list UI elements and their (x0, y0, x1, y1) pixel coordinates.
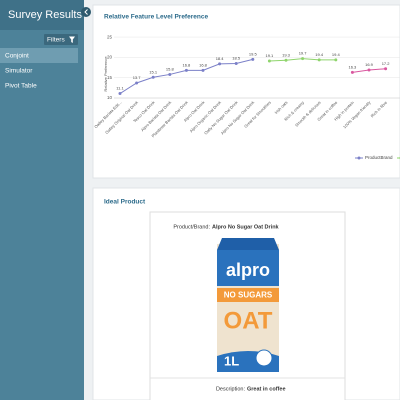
menu-active (0, 48, 78, 63)
data-point (334, 58, 338, 62)
filter-icon (69, 36, 75, 43)
chart-panel (92, 4, 400, 179)
legend-label: ProductBrand (365, 155, 393, 160)
data-label: 17.2 (382, 61, 391, 66)
carton-top (217, 238, 279, 250)
y-axis-label: Relative Preference (103, 56, 108, 92)
legend-dot (357, 156, 361, 160)
y-tick-label: 10 (107, 95, 113, 100)
description-label: Description: (216, 386, 246, 392)
package-banner: NO SUGARS (224, 291, 273, 300)
data-point (284, 58, 288, 62)
data-point (367, 68, 371, 72)
data-label: 19.4 (315, 52, 324, 57)
collapse-button[interactable] (81, 7, 91, 17)
brand-value: Alpro No Sugar Oat Drink (212, 224, 280, 230)
product-image (217, 238, 279, 372)
data-point (267, 59, 271, 63)
carton-blue (217, 250, 279, 286)
data-point (384, 67, 388, 71)
data-label: 19.1 (266, 53, 275, 58)
data-point (218, 62, 222, 66)
data-point (234, 61, 238, 65)
y-tick-label: 15 (107, 75, 113, 80)
brand-label: Product/Brand: (173, 224, 210, 230)
collapse-icon (84, 9, 88, 15)
data-point (151, 75, 155, 79)
data-point (251, 57, 255, 61)
y-tick-label: 25 (107, 34, 113, 39)
data-label: 16.3 (349, 64, 358, 69)
menu-item[interactable]: Conjoint (5, 53, 29, 60)
menu-item[interactable]: Pivot Table (5, 83, 37, 90)
chart-title: Relative Feature Level Preference (104, 14, 208, 21)
data-label: 16.8 (199, 62, 208, 67)
data-label: 15.8 (166, 67, 175, 72)
data-label: 16.9 (365, 62, 374, 67)
data-label: 11.1 (116, 86, 124, 91)
data-label: 19.3 (282, 52, 291, 57)
data-label: 18.5 (232, 56, 241, 61)
data-label: 15.1 (149, 69, 158, 74)
data-label: 18.4 (216, 56, 225, 61)
data-label: 19.4 (332, 52, 341, 57)
carton-badge (255, 349, 273, 367)
data-point (201, 68, 205, 72)
filters-label: Filters (47, 37, 65, 44)
sidebar-header (0, 0, 84, 30)
data-point (168, 72, 172, 76)
data-point (350, 70, 354, 74)
sidebar-title: Survey Results (8, 9, 82, 21)
data-label: 16.8 (183, 62, 192, 67)
data-label: 19.5 (249, 51, 258, 56)
data-point (301, 57, 305, 61)
sidebar (0, 0, 84, 400)
product-title: Ideal Product (104, 199, 146, 206)
data-point (184, 68, 188, 72)
data-label: 19.7 (299, 51, 308, 56)
data-label: 13.7 (133, 75, 142, 80)
carton-banner (217, 288, 279, 302)
package-volume: 1L (224, 353, 239, 368)
data-point (118, 92, 122, 96)
y-tick-label: 20 (107, 55, 113, 60)
package-logo: alpro (226, 260, 270, 280)
menu-item[interactable]: Simulator (5, 68, 33, 75)
package-name: OAT (224, 307, 273, 334)
data-point (317, 58, 321, 62)
data-point (135, 81, 139, 85)
description-value: Great in coffee (247, 386, 286, 392)
